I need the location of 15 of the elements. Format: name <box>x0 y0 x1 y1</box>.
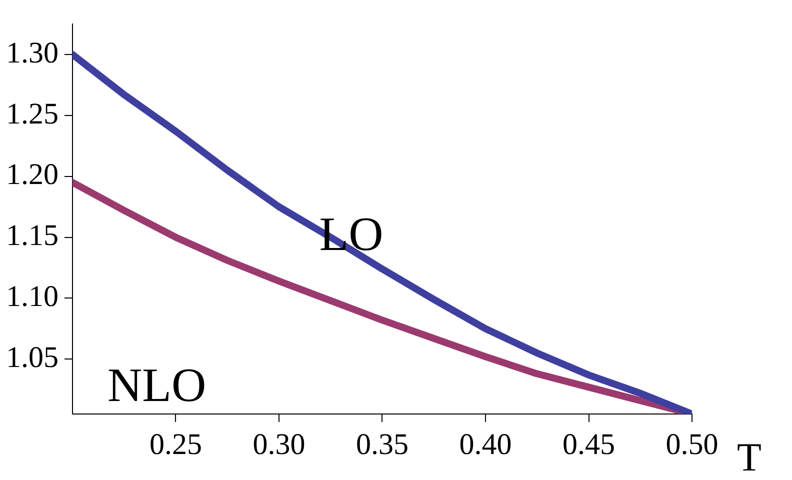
x-tick-label: 0.25 <box>150 428 202 461</box>
x-tick-label: 0.40 <box>459 428 512 461</box>
y-tick-label: 1.20 <box>6 158 58 192</box>
x-tick-label: 0.35 <box>356 428 408 461</box>
x-tick-label: 0.30 <box>252 428 306 461</box>
x-tick-label: 0.45 <box>562 428 615 461</box>
text: NLO <box>108 359 206 412</box>
x-axis-title: T <box>737 434 762 480</box>
y-tick-label: 1.15 <box>6 219 58 252</box>
y-tick-label: 1.10 <box>6 280 58 314</box>
y-tick-label: 1.25 <box>6 97 58 130</box>
y-tick-label: 1.05 <box>6 341 58 374</box>
x-tick-label: 0.50 <box>666 428 718 461</box>
series-label: LO <box>319 208 384 261</box>
y-tick-label: 1.30 <box>6 36 58 70</box>
